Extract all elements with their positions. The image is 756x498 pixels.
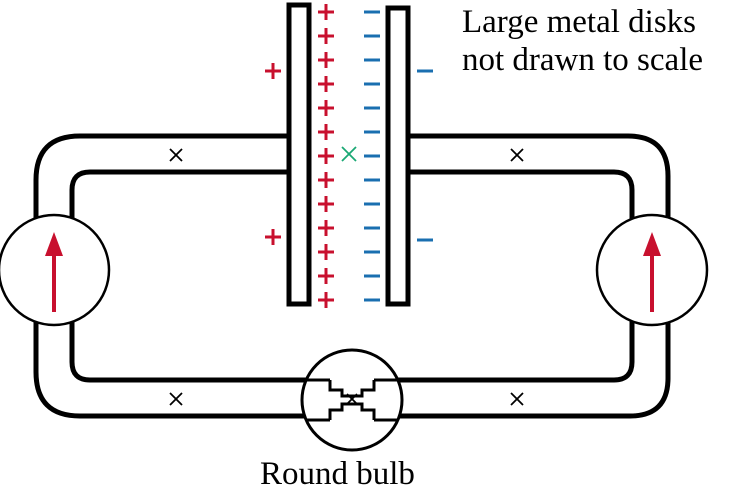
- left-meter-arrow-icon: [45, 232, 63, 256]
- positive-charge-icon: [318, 148, 334, 164]
- positive-charge-icon: [318, 292, 334, 308]
- right-metal-disk: [385, 5, 411, 307]
- bulb-field-cross-icon: [346, 393, 358, 405]
- bulb-label: Round bulb: [260, 456, 415, 492]
- positive-charge-icon: [318, 76, 334, 92]
- right-meter-arrow-icon: [643, 232, 661, 256]
- wire-field-cross-icon: [169, 392, 183, 406]
- positive-charge-icon: [318, 100, 334, 116]
- wire-field-cross-icon: [510, 392, 524, 406]
- bulb-filament: [328, 380, 376, 420]
- field-marks: [169, 4, 524, 406]
- wire-field-cross-icon: [510, 148, 524, 162]
- left-metal-disk: [286, 2, 312, 307]
- positive-charge-icon: [318, 28, 334, 44]
- positive-charge-icon: [318, 244, 334, 260]
- positive-charge-icon: [318, 196, 334, 212]
- disks-label-line2: not drawn to scale: [462, 42, 704, 78]
- positive-charge-icon: [318, 52, 334, 68]
- positive-charge-icon: [265, 63, 281, 79]
- center-field-cross-icon: [341, 146, 357, 162]
- positive-charge-icon: [318, 220, 334, 236]
- positive-charge-icon: [318, 4, 334, 20]
- positive-charge-icon: [265, 229, 281, 245]
- positive-charge-icon: [318, 268, 334, 284]
- positive-charge-icon: [318, 124, 334, 140]
- wire-field-cross-icon: [169, 148, 183, 162]
- disks-label-line1: Large metal disks: [462, 4, 696, 40]
- positive-charge-icon: [318, 172, 334, 188]
